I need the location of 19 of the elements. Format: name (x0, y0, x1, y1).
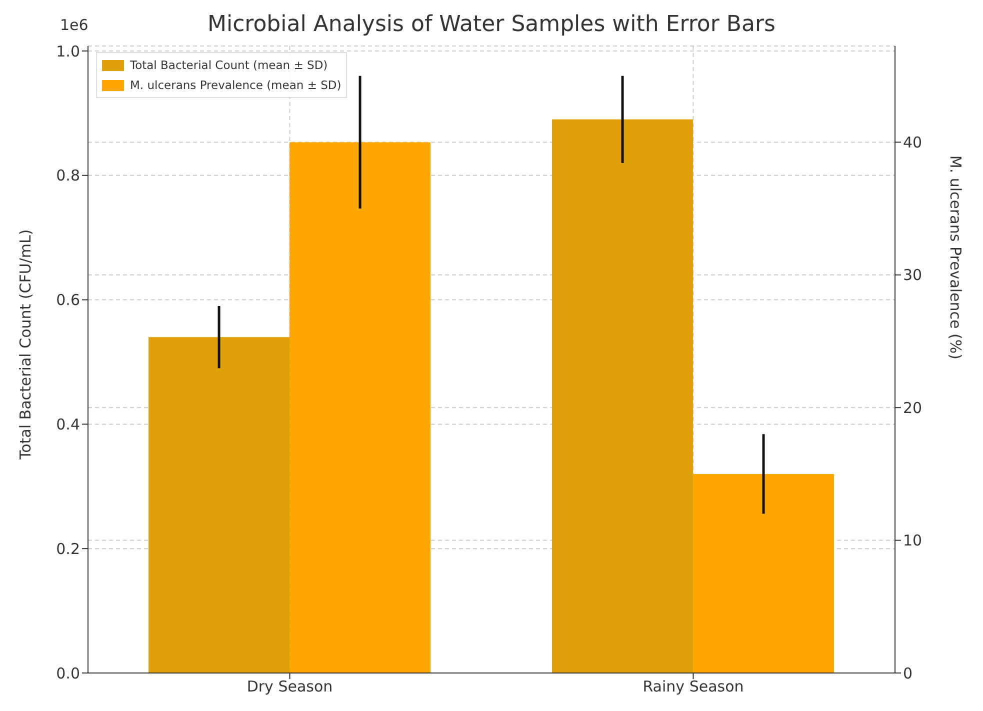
x-tick-label: Dry Season (246, 678, 333, 696)
y-tick-label: 0.2 (56, 540, 80, 558)
y2-axis-title: M. ulcerans Prevalence (%) (946, 155, 965, 360)
y2-tick-label: 10 (903, 532, 922, 550)
y-tick-label: 1.0 (56, 42, 80, 60)
y-tick-label: 0.6 (56, 291, 80, 310)
y2-tick-label: 0 (903, 664, 913, 682)
x-tick-label: Rainy Season (642, 678, 744, 696)
legend-label: Total Bacterial Count (mean ± SD) (130, 58, 328, 72)
y2-tick-label: 40 (903, 134, 922, 152)
text: 1e6 (60, 16, 88, 34)
y-tick-label: 0.0 (56, 664, 80, 682)
chart-title: Microbial Analysis of Water Samples with Error Bars (207, 12, 776, 37)
legend-label: M. ulcerans Prevalence (mean ± SD) (130, 78, 342, 92)
y2-tick-label: 20 (903, 398, 922, 417)
y-axis-title: Total Bacterial Count (CFU/mL) (16, 229, 34, 460)
y-tick-label: 0.8 (56, 166, 80, 185)
y-tick-label: 0.4 (56, 416, 80, 434)
y2-tick-label: 30 (903, 266, 922, 284)
